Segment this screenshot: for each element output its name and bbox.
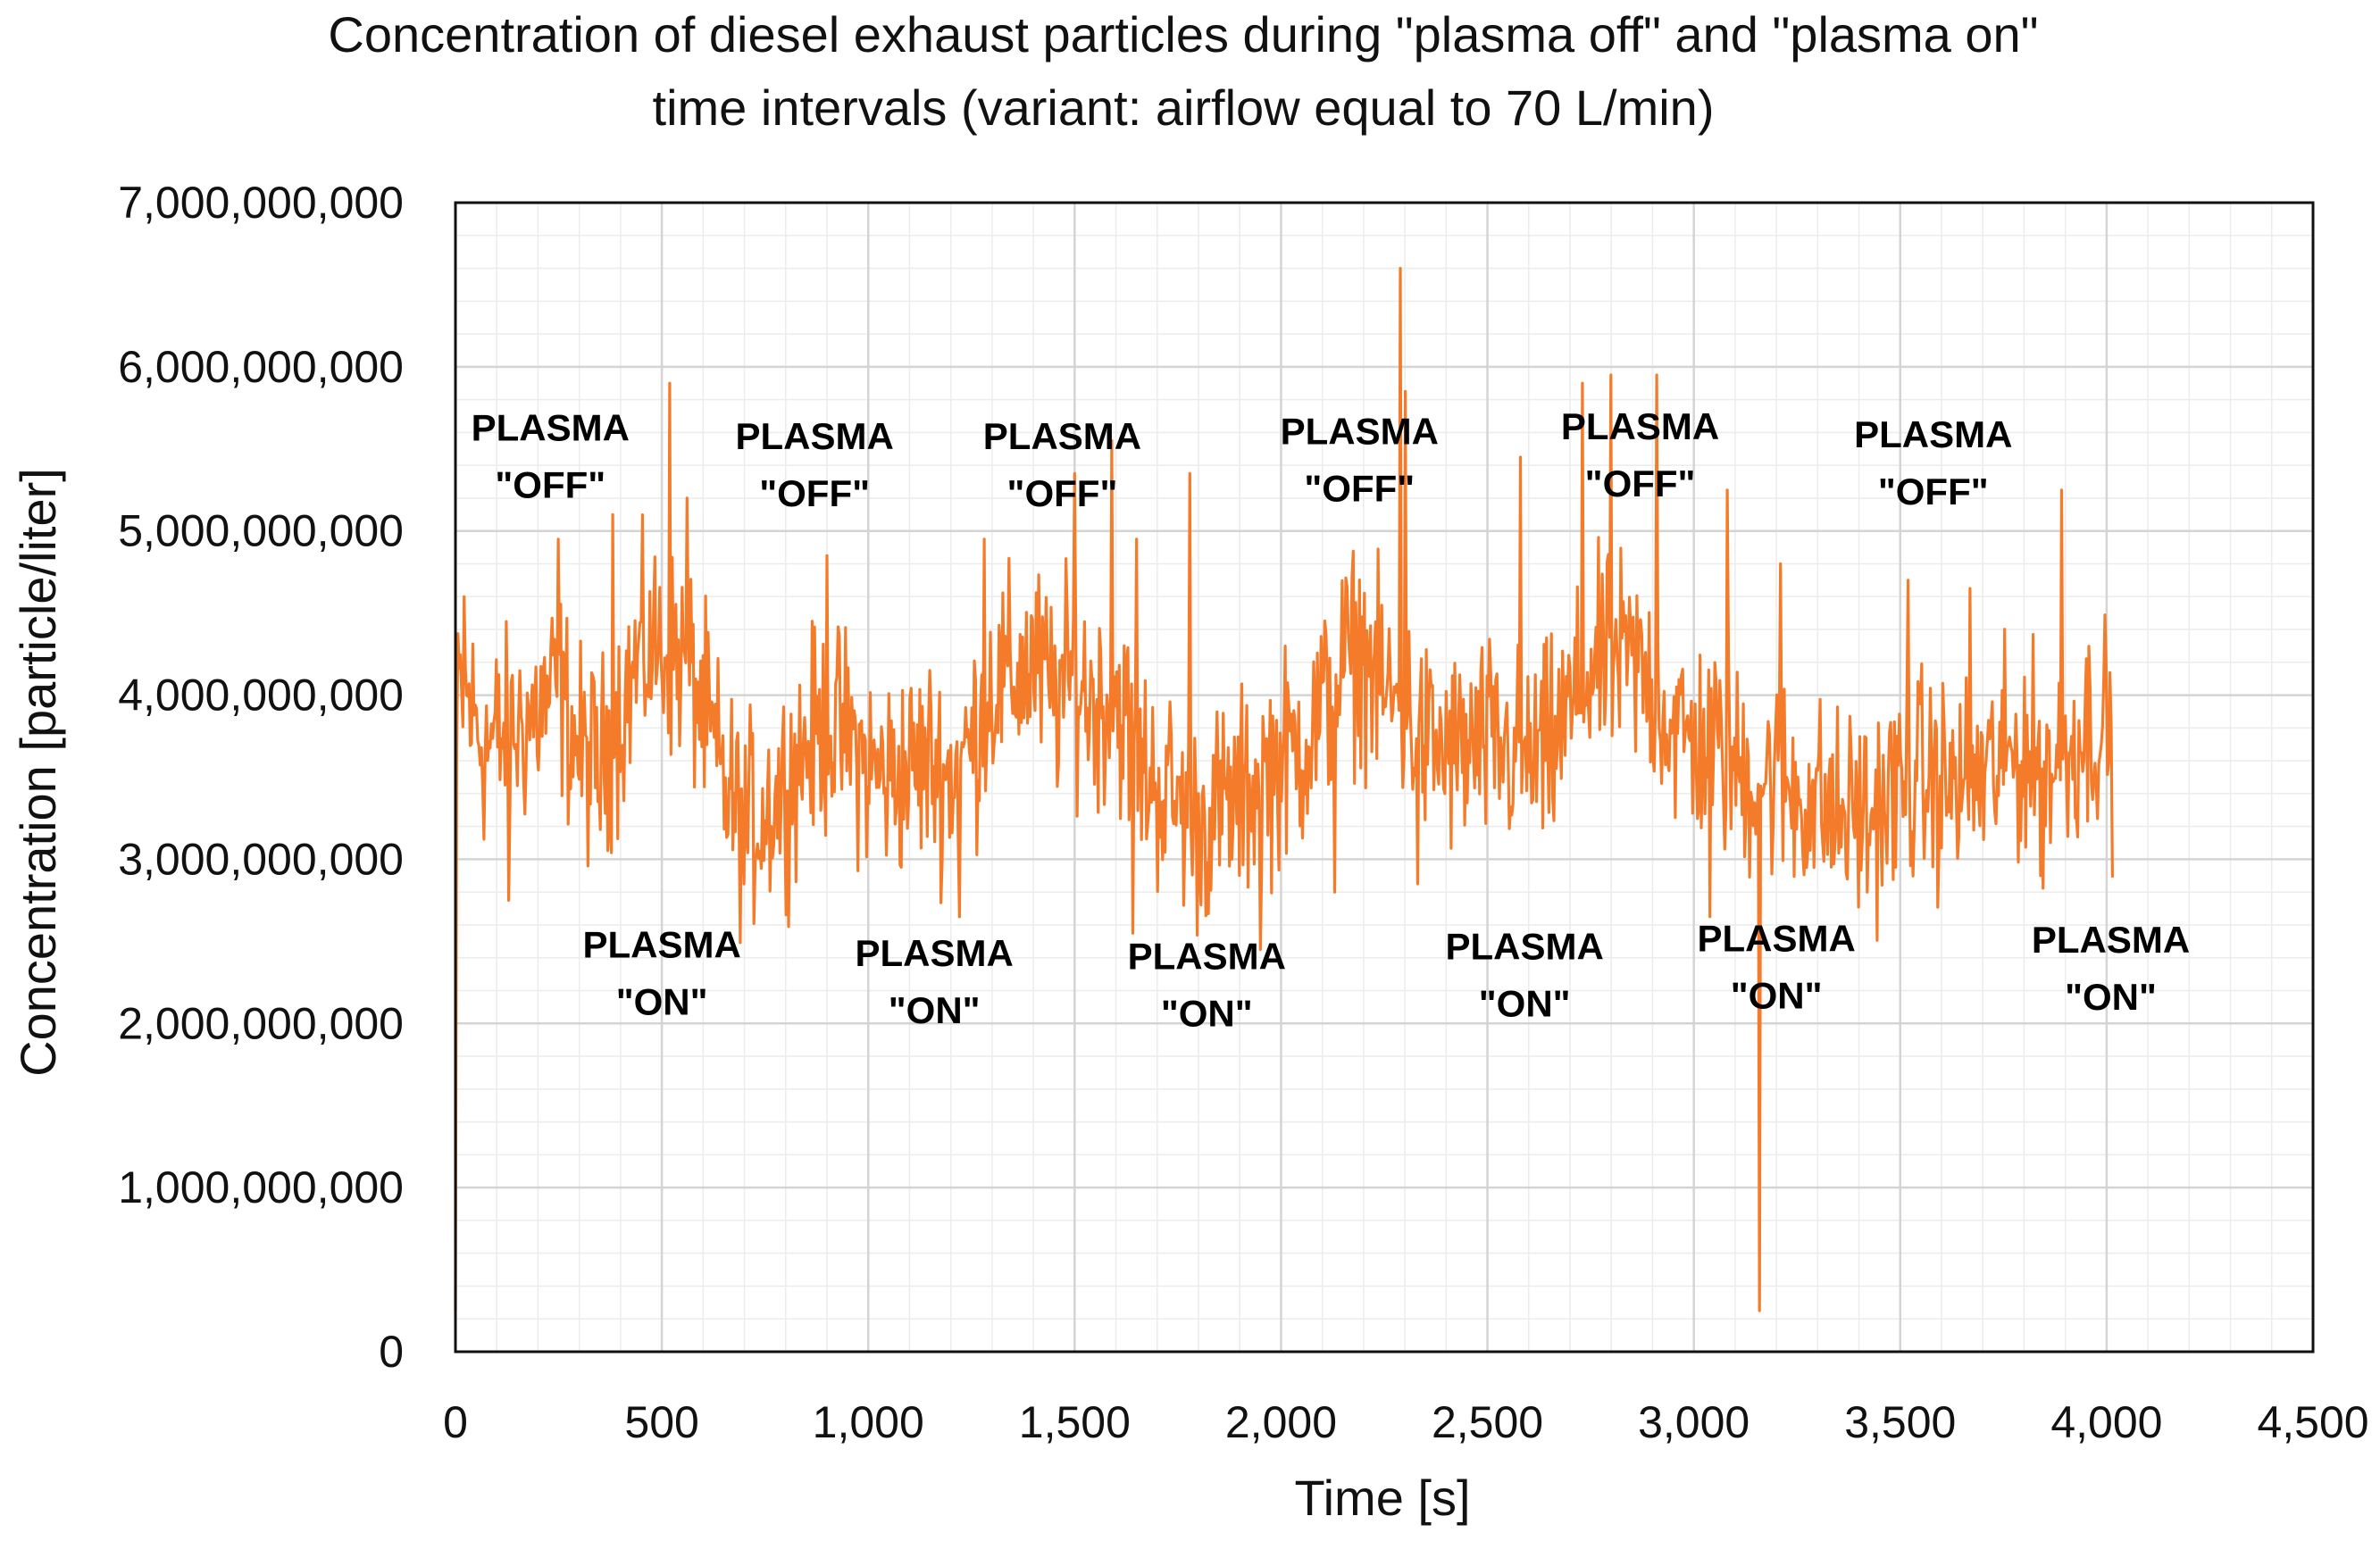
y-tick-label: 5,000,000,000 xyxy=(118,506,404,556)
annotation-text: "OFF" xyxy=(1585,462,1696,504)
y-axis-label: Concentration [particle/liter] xyxy=(10,468,66,1077)
annotation: PLASMA "OFF" xyxy=(983,415,1141,514)
chart-title-line-2: time intervals (variant: airflow equal t… xyxy=(653,79,1715,136)
annotation: PLASMA "ON" xyxy=(2032,919,2190,1018)
annotation-text: PLASMA xyxy=(582,924,740,966)
series-line-concentration xyxy=(454,266,2114,1312)
x-tick-label: 3,500 xyxy=(1844,1397,1956,1447)
annotation-text: PLASMA xyxy=(1697,917,1855,959)
y-tick-label: 4,000,000,000 xyxy=(118,671,404,721)
annotation: PLASMA "ON" xyxy=(582,924,740,1023)
y-tick-label: 0 xyxy=(379,1327,404,1377)
x-axis-ticks: 0 500 1,000 1,500 2,000 2,500 3,000 3,500 4,000 4… xyxy=(443,1397,2368,1447)
annotation: PLASMA "OFF" xyxy=(1561,405,1719,504)
y-tick-label: 6,000,000,000 xyxy=(118,342,404,392)
x-tick-label: 2,500 xyxy=(1432,1397,1543,1447)
annotation-text: PLASMA xyxy=(1445,926,1603,968)
chart-title-line-1: Concentration of diesel exhaust particle… xyxy=(328,6,2038,62)
x-tick-label: 0 xyxy=(443,1397,468,1447)
y-tick-label: 1,000,000,000 xyxy=(118,1162,404,1212)
annotation: PLASMA "ON" xyxy=(1697,917,1855,1016)
annotation: PLASMA "OFF" xyxy=(1854,413,2012,512)
annotation-text: PLASMA xyxy=(1128,936,1286,978)
annotation-text: PLASMA xyxy=(1281,410,1439,452)
annotation-text: "OFF" xyxy=(1007,472,1118,514)
annotation-text: PLASMA xyxy=(472,407,630,449)
annotation-text: PLASMA xyxy=(1561,405,1719,447)
annotation: PLASMA "ON" xyxy=(856,932,1014,1031)
annotation-text: "OFF" xyxy=(1304,467,1415,509)
annotation-text: "OFF" xyxy=(1878,471,1989,512)
annotation: PLASMA "OFF" xyxy=(735,415,893,514)
annotations: PLASMA "OFF" PLASMA "ON" PLASMA "OFF" PLASMA "O… xyxy=(472,405,2191,1035)
annotation-text: PLASMA xyxy=(983,415,1141,457)
annotation-text: PLASMA xyxy=(1854,413,2012,455)
x-tick-label: 1,000 xyxy=(813,1397,924,1447)
annotation-text: PLASMA xyxy=(2032,919,2190,961)
x-tick-label: 500 xyxy=(624,1397,698,1447)
annotation-text: "ON" xyxy=(1161,993,1253,1035)
annotation-text: PLASMA xyxy=(735,415,893,457)
annotation-text: "ON" xyxy=(616,981,708,1023)
y-axis-ticks: 0 1,000,000,000 2,000,000,000 3,000,000,000… xyxy=(118,178,404,1377)
annotation: PLASMA "OFF" xyxy=(472,407,630,506)
plot-border xyxy=(454,201,2315,1354)
y-tick-label: 7,000,000,000 xyxy=(118,178,404,228)
y-tick-label: 3,000,000,000 xyxy=(118,834,404,884)
annotation: PLASMA "ON" xyxy=(1445,926,1603,1025)
x-tick-label: 3,000 xyxy=(1638,1397,1750,1447)
annotation-text: PLASMA xyxy=(856,932,1014,974)
annotation-text: "OFF" xyxy=(759,472,870,514)
x-axis-label: Time [s] xyxy=(1294,1470,1470,1526)
axes xyxy=(454,201,2315,1354)
chart-title: Concentration of diesel exhaust particle… xyxy=(328,6,2038,136)
annotation-text: "OFF" xyxy=(495,464,605,506)
x-tick-label: 1,500 xyxy=(1019,1397,1131,1447)
annotation: PLASMA "ON" xyxy=(1128,936,1286,1035)
annotation-text: "ON" xyxy=(2065,976,2157,1018)
annotation-text: "ON" xyxy=(1731,974,1823,1016)
annotation-text: "ON" xyxy=(1479,983,1571,1025)
x-tick-label: 2,000 xyxy=(1225,1397,1337,1447)
x-tick-label: 4,000 xyxy=(2050,1397,2162,1447)
y-tick-label: 2,000,000,000 xyxy=(118,998,404,1048)
series-group xyxy=(454,266,2114,1312)
x-tick-label: 4,500 xyxy=(2257,1397,2368,1447)
annotation-text: "ON" xyxy=(889,989,981,1031)
major-grid xyxy=(455,203,2313,1352)
annotation: PLASMA "OFF" xyxy=(1281,410,1439,509)
